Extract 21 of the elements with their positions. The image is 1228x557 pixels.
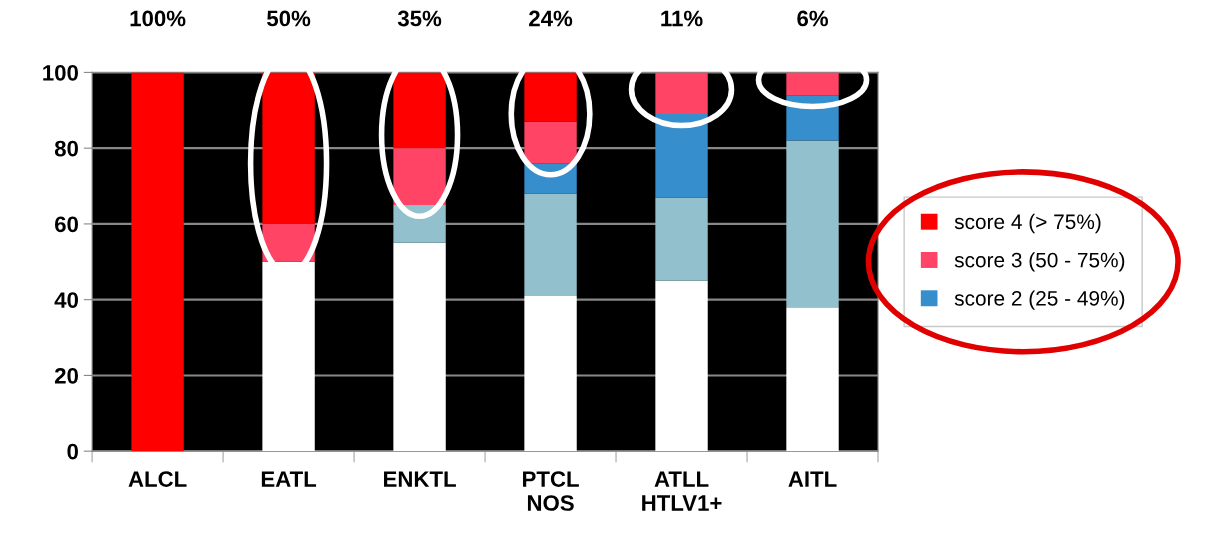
y-tick-label: 60 bbox=[55, 216, 78, 233]
legend-label: score 2 (25 - 49%) bbox=[954, 290, 1125, 310]
text: 100% bbox=[130, 10, 186, 27]
y-tick-label: 40 bbox=[54, 292, 78, 308]
legend-label: score 4 (> 75%) bbox=[954, 213, 1101, 234]
text: 11% bbox=[661, 10, 703, 27]
x-tick-label: ATLL HTLV1+ bbox=[642, 471, 722, 511]
x-tick-label: ALCL bbox=[128, 471, 187, 487]
y-tick-label: 20 bbox=[54, 367, 78, 384]
text: 35% bbox=[397, 10, 442, 27]
x-tick-label: AITL bbox=[788, 471, 837, 487]
x-tick-label: ENKTL bbox=[384, 471, 456, 487]
text: 50% bbox=[267, 10, 311, 27]
y-tick-label: 80 bbox=[54, 140, 78, 157]
x-tick-label: PTCL NOS bbox=[523, 471, 579, 511]
x-tick-label: EATL bbox=[261, 471, 317, 487]
text: 24% bbox=[529, 10, 573, 27]
y-tick-label: 100 bbox=[43, 64, 78, 81]
text: 6% bbox=[797, 10, 828, 27]
legend-label: score 3 (50 - 75%) bbox=[954, 252, 1125, 272]
y-tick-label: 0 bbox=[67, 443, 78, 460]
